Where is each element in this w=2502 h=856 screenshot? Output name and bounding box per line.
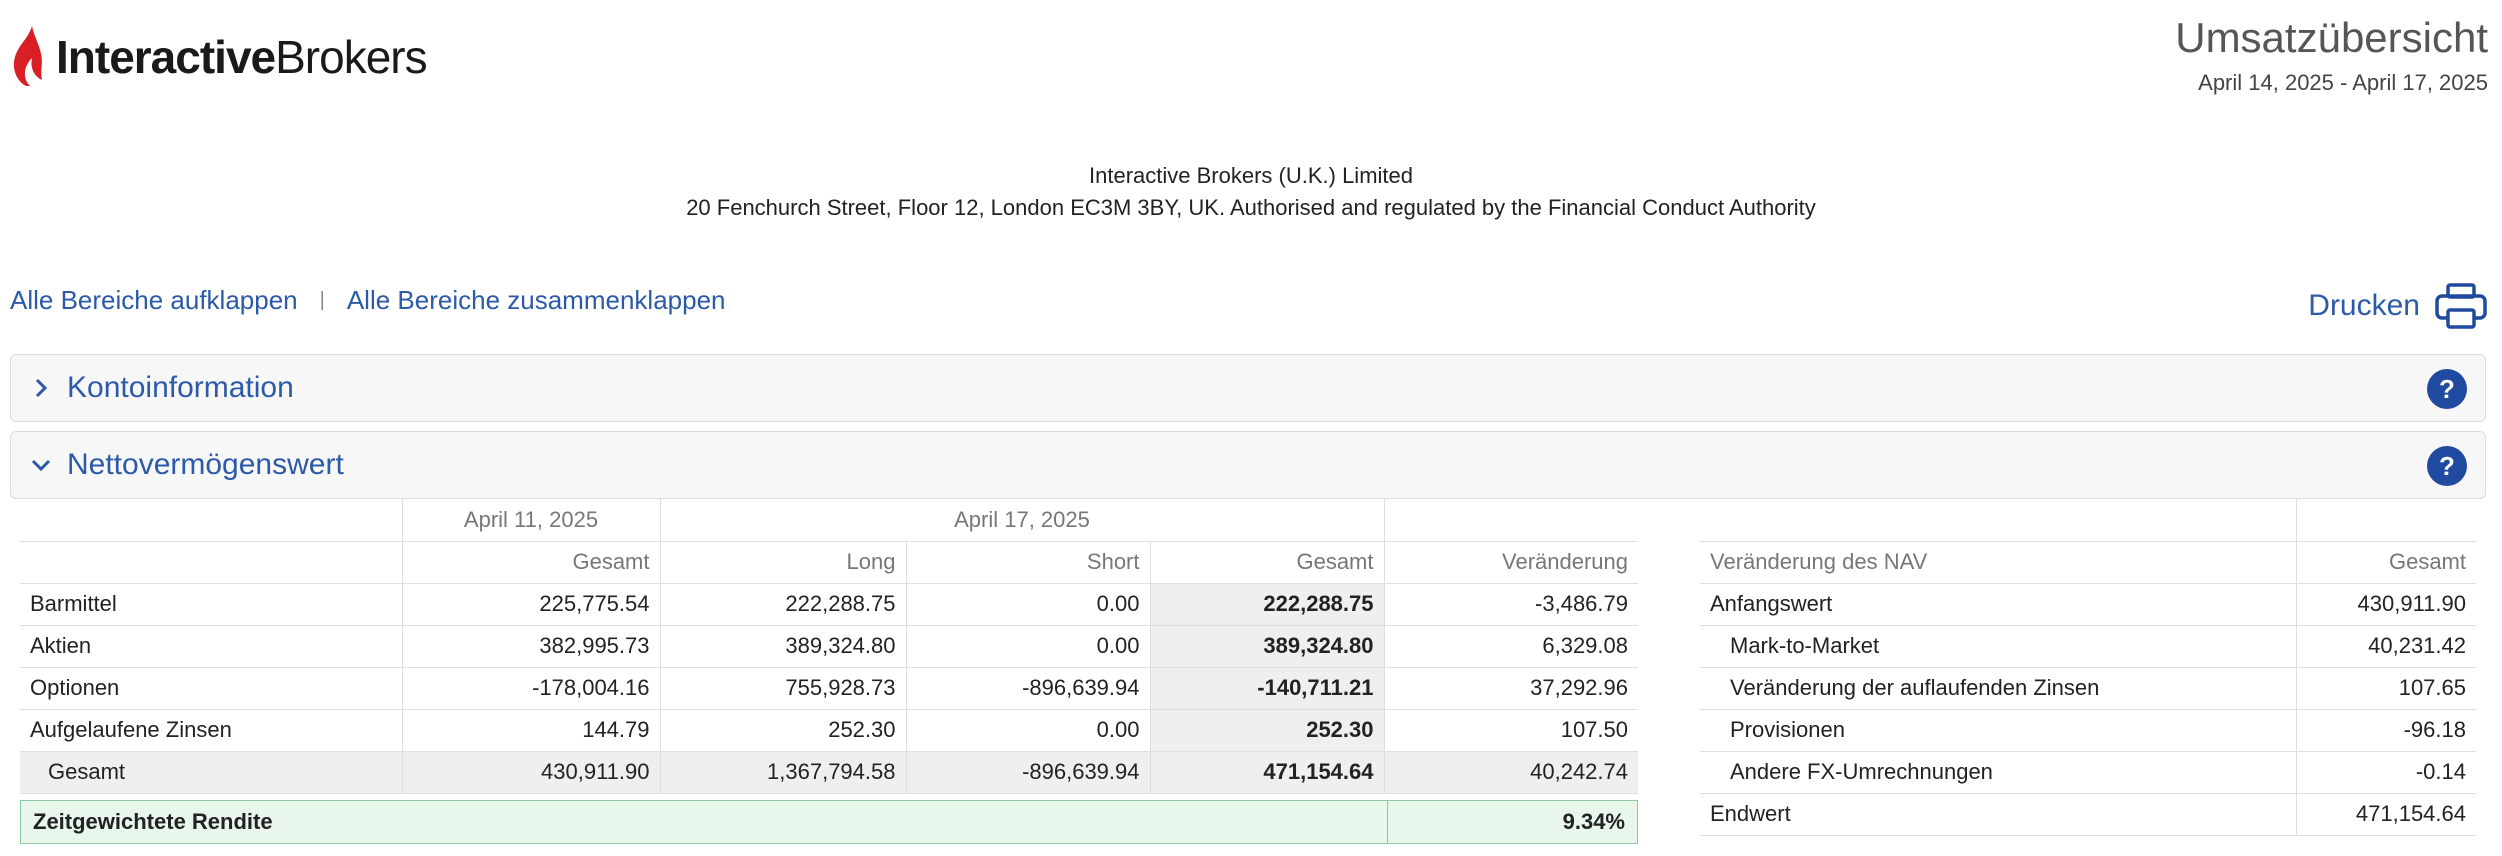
cell-long: 389,324.80 (659, 625, 906, 668)
help-icon[interactable]: ? (2427, 369, 2467, 409)
row-label: Mark-to-Market (1700, 625, 2296, 668)
nav-table: April 11, 2025 April 17, 2025 Gesamt Lon… (20, 499, 1638, 794)
cell-short: 0.00 (905, 709, 1150, 752)
total-long: 1,367,794.58 (659, 751, 906, 794)
chevron-right-icon (35, 378, 48, 398)
table-row: Endwert 471,154.64 (1700, 793, 2476, 836)
table-row: Aufgelaufene Zinsen 144.79 252.30 0.00 2… (20, 709, 1638, 752)
cell-curr: 389,324.80 (1149, 625, 1384, 668)
table-row: Mark-to-Market 40,231.42 (1700, 625, 2476, 668)
col-header-total-curr: Gesamt (1149, 541, 1384, 584)
row-label: Optionen (20, 667, 402, 710)
table-row: Veränderung der auflaufenden Zinsen 107.… (1700, 667, 2476, 710)
brand-name-regular: Brokers (275, 31, 427, 83)
company-info: Interactive Brokers (U.K.) Limited 20 Fe… (0, 160, 2502, 224)
section-account-title: Kontoinformation (67, 371, 294, 404)
table-row: Aktien 382,995.73 389,324.80 0.00 389,32… (20, 625, 1638, 668)
time-weighted-return-row: Zeitgewichtete Rendite 9.34% (20, 800, 1638, 844)
cell-curr: -140,711.21 (1149, 667, 1384, 710)
expand-all-link[interactable]: Alle Bereiche aufklappen (10, 285, 298, 315)
section-nav[interactable]: Nettovermögenswert ? (10, 431, 2486, 499)
col-header-short: Short (905, 541, 1150, 584)
row-label: Veränderung der auflaufenden Zinsen (1700, 667, 2296, 710)
date-curr: April 17, 2025 (659, 499, 1384, 542)
company-address: 20 Fenchurch Street, Floor 12, London EC… (686, 195, 1816, 220)
nav-date-header-row: April 11, 2025 April 17, 2025 (20, 499, 1638, 542)
cell-change: 107.50 (1383, 709, 1638, 752)
nav-change-header-row: Veränderung des NAV Gesamt (1700, 541, 2476, 584)
help-icon[interactable]: ? (2427, 446, 2467, 486)
report-title: Umsatzübersicht (2175, 14, 2488, 61)
company-name: Interactive Brokers (U.K.) Limited (1089, 163, 1413, 188)
nav-change-table: Veränderung des NAV Gesamt Anfangswert 4… (1700, 499, 2476, 836)
interactive-brokers-logo: InteractiveBrokers (10, 22, 428, 92)
total-row: Gesamt 430,911.90 1,367,794.58 -896,639.… (20, 751, 1638, 794)
col-header-long: Long (659, 541, 906, 584)
cell-change: -3,486.79 (1383, 583, 1638, 626)
table-row: Barmittel 225,775.54 222,288.75 0.00 222… (20, 583, 1638, 626)
col-header-total-prev: Gesamt (401, 541, 660, 584)
table-row: Andere FX-Umrechnungen -0.14 (1700, 751, 2476, 794)
nav-change-header: Veränderung des NAV (1700, 541, 2296, 584)
cell-short: 0.00 (905, 583, 1150, 626)
cell-long: 222,288.75 (659, 583, 906, 626)
nav-column-header-row: Gesamt Long Short Gesamt Veränderung (20, 541, 1638, 584)
date-prev: April 11, 2025 (401, 499, 660, 542)
cell-prev: 225,775.54 (401, 583, 660, 626)
table-row: Optionen -178,004.16 755,928.73 -896,639… (20, 667, 1638, 710)
print-button[interactable]: Drucken (2308, 282, 2488, 330)
section-nav-title: Nettovermögenswert (67, 448, 344, 481)
cell-change: 37,292.96 (1383, 667, 1638, 710)
table-row: Anfangswert 430,911.90 (1700, 583, 2476, 626)
cell-short: -896,639.94 (905, 667, 1150, 710)
total-label: Gesamt (20, 751, 402, 794)
cell-long: 755,928.73 (659, 667, 906, 710)
table-row: Provisionen -96.18 (1700, 709, 2476, 752)
row-label: Anfangswert (1700, 583, 2296, 626)
row-label: Barmittel (20, 583, 402, 626)
row-label: Aktien (20, 625, 402, 668)
row-value: 471,154.64 (2295, 793, 2476, 836)
row-value: 40,231.42 (2295, 625, 2476, 668)
total-change: 40,242.74 (1383, 751, 1638, 794)
cell-change: 6,329.08 (1383, 625, 1638, 668)
print-label: Drucken (2308, 289, 2420, 322)
twr-value: 9.34% (1387, 801, 1637, 843)
row-value: -0.14 (2295, 751, 2476, 794)
cell-curr: 222,288.75 (1149, 583, 1384, 626)
section-account-info[interactable]: Kontoinformation ? (10, 354, 2486, 422)
total-curr: 471,154.64 (1149, 751, 1384, 794)
row-value: 107.65 (2295, 667, 2476, 710)
row-label: Provisionen (1700, 709, 2296, 752)
cell-long: 252.30 (659, 709, 906, 752)
row-value: 430,911.90 (2295, 583, 2476, 626)
report-period: April 14, 2025 - April 17, 2025 (2198, 70, 2488, 95)
toolbar-separator: | (319, 289, 325, 311)
row-label: Andere FX-Umrechnungen (1700, 751, 2296, 794)
row-label: Endwert (1700, 793, 2296, 836)
cell-prev: 382,995.73 (401, 625, 660, 668)
printer-icon (2435, 283, 2487, 329)
ib-flame-icon (13, 26, 42, 86)
nav-change-header-total: Gesamt (2295, 541, 2476, 584)
cell-curr: 252.30 (1149, 709, 1384, 752)
col-header-change: Veränderung (1383, 541, 1638, 584)
cell-prev: -178,004.16 (401, 667, 660, 710)
row-value: -96.18 (2295, 709, 2476, 752)
brand-name-bold: Interactive (56, 31, 276, 83)
twr-label: Zeitgewichtete Rendite (33, 809, 273, 834)
total-prev: 430,911.90 (401, 751, 660, 794)
cell-short: 0.00 (905, 625, 1150, 668)
total-short: -896,639.94 (905, 751, 1150, 794)
section-toolbar: Alle Bereiche aufklappen | Alle Bereiche… (10, 285, 726, 316)
cell-prev: 144.79 (401, 709, 660, 752)
chevron-down-icon (31, 459, 51, 472)
row-label: Aufgelaufene Zinsen (20, 709, 402, 752)
collapse-all-link[interactable]: Alle Bereiche zusammenklappen (346, 285, 726, 315)
